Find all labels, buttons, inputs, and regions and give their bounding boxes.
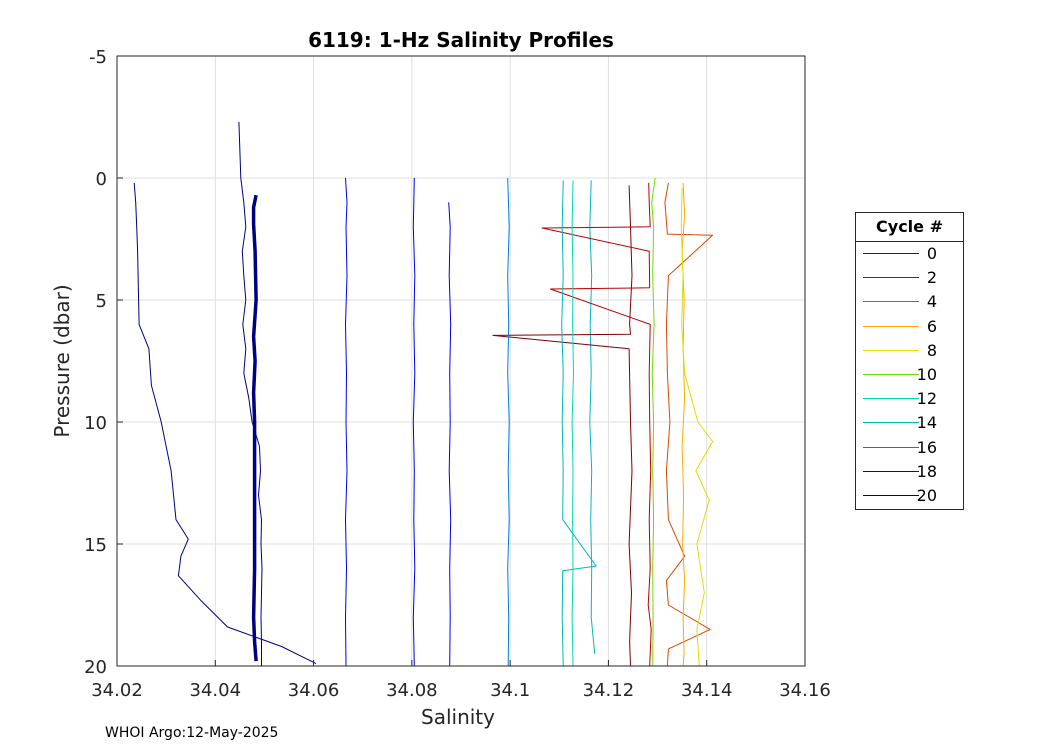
x-tick-label: 34.12: [583, 680, 635, 701]
y-axis-ticks: -5 0 5 10 15 20: [84, 47, 123, 678]
profile-line: [345, 177, 348, 667]
x-tick-label: 34.04: [190, 680, 242, 701]
legend-swatch: [863, 422, 919, 424]
legend-item: 20: [856, 484, 963, 508]
y-tick-label: 10: [84, 413, 107, 434]
legend-swatch: [863, 253, 919, 254]
axes-box: [116, 55, 806, 667]
y-tick-label: -5: [89, 47, 107, 68]
legend-label: 2: [926, 268, 937, 288]
profile-line: [238, 121, 263, 666]
x-tick-label: 34.08: [386, 680, 438, 701]
y-tick-label: 0: [96, 169, 107, 190]
legend-label: 14: [916, 413, 937, 433]
chart-title: 6119: 1-Hz Salinity Profiles: [308, 28, 614, 52]
series-line-cycle-20: [133, 182, 317, 665]
legend-swatch: [863, 325, 919, 327]
legend-item: 18: [856, 460, 963, 484]
series-line-cycle-8: [680, 187, 714, 667]
legend-swatch: [863, 494, 919, 496]
legend-swatch: [863, 349, 919, 351]
legend-swatch: [863, 301, 919, 303]
y-axis-label: Pressure (dbar): [50, 284, 74, 437]
profile-line: [251, 194, 258, 662]
legend-label: 8: [926, 340, 937, 360]
legend-item: 12: [856, 387, 963, 411]
legend-label: 4: [926, 292, 937, 312]
legend-swatch: [863, 398, 919, 400]
x-tick-label: 34.02: [91, 680, 143, 701]
legend-swatch: [863, 470, 919, 472]
legend-item: 2: [856, 266, 963, 290]
legend-item: 4: [856, 290, 963, 314]
legend-item: 10: [856, 363, 963, 387]
legend-label: 6: [926, 316, 937, 336]
legend-label: 16: [916, 437, 937, 457]
legend-label: 18: [916, 461, 937, 481]
x-axis-label: Salinity: [421, 705, 495, 729]
series-line-cycle-18: [412, 177, 416, 667]
x-axis-ticks: 34.02 34.04 34.06 34.08 34.1 34.12 34.14 34.16: [91, 660, 831, 701]
series-line-cycle-16: [507, 177, 510, 667]
legend-item: 6: [856, 315, 963, 339]
legend-swatch: [863, 277, 919, 279]
data-lines: [133, 121, 714, 667]
series-line-cycle-10: [651, 177, 656, 667]
legend-swatch: [863, 373, 919, 375]
legend-items: 0 2 4 6 8 10 12 14 16 18 20: [856, 242, 963, 508]
series-line-cycle-4: [664, 182, 714, 667]
x-tick-label: 34.06: [288, 680, 340, 701]
y-tick-label: 20: [84, 657, 107, 678]
legend-title: Cycle #: [856, 213, 963, 242]
x-tick-label: 34.1: [490, 680, 530, 701]
legend-swatch: [863, 446, 919, 448]
legend-label: 12: [916, 389, 937, 409]
series-line-cycle-0: [492, 185, 633, 667]
legend-item: 8: [856, 339, 963, 363]
legend-label: 10: [916, 364, 937, 384]
legend-label: 0: [926, 244, 937, 263]
y-tick-label: 5: [96, 291, 107, 312]
legend-item: 14: [856, 411, 963, 435]
legend-item: 0: [856, 242, 963, 266]
series-line-cycle-14: [561, 180, 597, 667]
plot-area: [117, 56, 805, 666]
legend-item: 16: [856, 436, 963, 460]
legend: Cycle # 0 2 4 6 8 10 12 14 16 18 20: [855, 212, 964, 510]
x-tick-label: 34.16: [779, 680, 831, 701]
series-line-cycle-2: [541, 182, 652, 667]
profile-line: [448, 202, 452, 667]
series-line-cycle-12: [571, 180, 574, 667]
y-tick-label: 15: [84, 535, 107, 556]
x-tick-label: 34.14: [681, 680, 733, 701]
legend-label: 20: [916, 485, 937, 505]
credit-text: WHOI Argo:12-May-2025: [105, 725, 279, 741]
profile-line: [589, 180, 596, 654]
